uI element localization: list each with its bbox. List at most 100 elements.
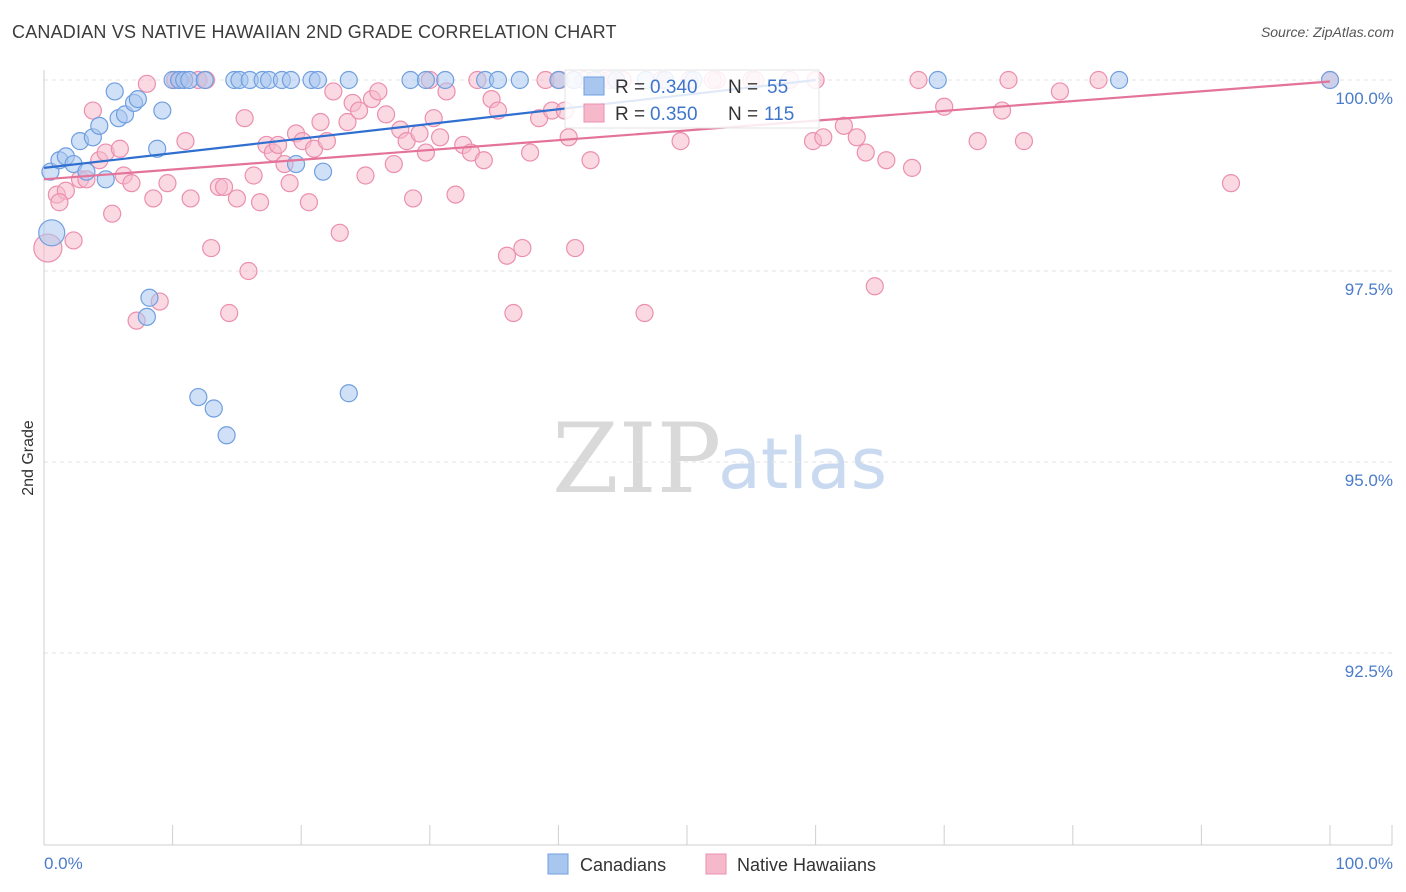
canadian-point (308, 70, 328, 90)
y-tick-label: 100.0% (1335, 89, 1393, 108)
hawaiian-point (430, 128, 450, 147)
legend-n-value-2: 115 (764, 104, 794, 125)
hawaiian-point (176, 132, 195, 151)
hawaiian-point (856, 143, 875, 162)
watermark-zip: ZIP (552, 403, 721, 515)
hawaiian-point (446, 185, 465, 204)
hawaiian-point (416, 143, 436, 162)
source-credit: Source: ZipAtlas.com (1260, 24, 1394, 40)
hawaiian-point (50, 193, 69, 212)
canadian-point (105, 82, 124, 101)
canadian-point (1320, 70, 1340, 90)
bottom-legend-swatch-hawaiians (705, 853, 727, 875)
hawaiian-point (384, 154, 403, 174)
hawaiian-point (1050, 82, 1070, 101)
grid-lines (44, 79, 1392, 654)
hawaiian-point (1089, 70, 1108, 90)
y-tick-label: 95.0% (1345, 471, 1393, 490)
hawaiian-point (330, 223, 349, 242)
hawaiian-point (280, 174, 299, 193)
hawaiian-point (137, 74, 156, 93)
legend-swatch-hawaiians (583, 103, 605, 123)
hawaiian-point (474, 151, 493, 170)
canadian-point (140, 288, 159, 307)
legend-n-value-1: 55 (767, 77, 788, 98)
stats-legend: R = 0.340 N = 55 R = 0.350 N = 115 (564, 69, 820, 129)
chart-title: CANADIAN VS NATIVE HAWAIIAN 2ND GRADE CO… (12, 22, 617, 42)
hawaiian-point (227, 189, 246, 208)
canadian-point (281, 70, 301, 90)
hawaiian-point (671, 132, 690, 151)
hawaiian-point (103, 204, 122, 223)
canadian-point (153, 101, 172, 120)
canadian-point (549, 70, 568, 90)
x-tick-label-max: 100.0% (1335, 854, 1393, 873)
canadian-point (436, 70, 455, 90)
hawaiian-point (239, 261, 258, 281)
x-axis-ticks (43, 825, 1393, 845)
y-tick-label: 92.5% (1345, 662, 1393, 681)
y-axis-label: 2nd Grade (20, 420, 37, 496)
canadian-point (180, 70, 199, 90)
hawaiian-point (369, 82, 388, 101)
hawaiian-point (220, 303, 239, 323)
legend-r-value-2: 0.350 (650, 104, 698, 125)
hawaiian-point (968, 132, 987, 151)
hawaiian-point (497, 246, 517, 265)
legend-swatch-canadians (583, 76, 605, 96)
hawaiian-point (1014, 132, 1034, 151)
hawaiian-point (244, 166, 263, 185)
canadian-point (1109, 70, 1129, 90)
hawaiian-point (992, 101, 1012, 120)
hawaiian-point (214, 177, 234, 197)
hawaiian-point (521, 143, 540, 162)
hawaiian-point (181, 189, 200, 208)
hawaiian-point (909, 70, 928, 90)
canadian-point (401, 70, 420, 90)
canadian-point (313, 162, 333, 181)
hawaiian-point (403, 189, 423, 208)
hawaiian-point (338, 112, 357, 132)
canadian-point (137, 307, 156, 326)
series-legend: Canadians Native Hawaiians (547, 853, 876, 875)
hawaiian-point (250, 193, 270, 212)
canadian-point (195, 70, 214, 90)
hawaiian-point (349, 101, 369, 120)
legend-n-label-1: N = (728, 77, 758, 98)
legend-n-label-2: N = (728, 104, 758, 125)
canadian-point (204, 399, 223, 418)
hawaiian-point (1221, 174, 1241, 193)
stats-legend-box (564, 69, 820, 129)
hawaiian-point (999, 70, 1018, 90)
canadian-point (510, 70, 529, 90)
canadian-point (148, 139, 167, 158)
hawaiian-point (635, 303, 654, 323)
y-tick-label: 97.5% (1345, 280, 1393, 299)
hawaiian-point (110, 139, 129, 158)
hawaiian-point (158, 174, 177, 193)
hawaiian-point (324, 82, 343, 101)
hawaiian-point (83, 101, 102, 120)
hawaiian-point (144, 189, 163, 208)
hawaiian-point (834, 116, 853, 135)
canadian-point (339, 384, 358, 403)
canadian-point (128, 89, 147, 109)
hawaiian-point (235, 109, 254, 128)
canadian-point (286, 154, 306, 174)
hawaiian-point (504, 303, 523, 323)
x-tick-label-min: 0.0% (44, 854, 83, 873)
canadian-point (488, 70, 508, 90)
hawaiian-point (814, 128, 833, 147)
hawaiians-trend-line (43, 80, 1331, 181)
hawaiian-point (122, 174, 141, 193)
hawaiian-point (410, 124, 429, 143)
hawaiian-point (513, 238, 532, 258)
y-tick-labels: 100.0% 97.5% 95.0% 92.5% (1335, 89, 1393, 681)
bottom-legend-canadians: Canadians (580, 855, 666, 875)
canadian-point (339, 70, 358, 90)
canadians-points (38, 70, 1340, 445)
hawaiian-point (356, 166, 375, 185)
legend-r-label-1: R = (615, 77, 645, 98)
hawaiian-point (64, 231, 83, 250)
